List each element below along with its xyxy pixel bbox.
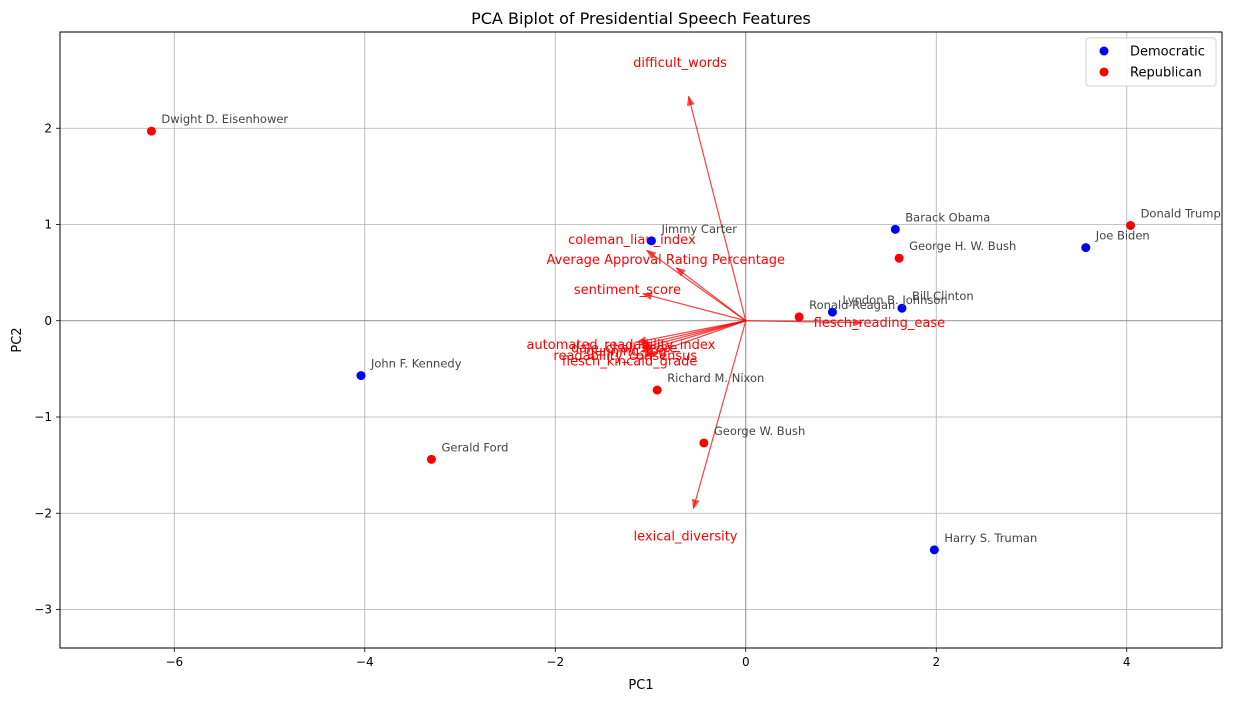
point-labels: Jimmy Carter Barack Obama Joe Biden Lyndon … [161,112,1220,545]
x-tick-label: 0 [742,655,750,669]
x-tick-label: −6 [165,655,183,669]
loading-arrow [643,320,746,358]
legend-box [1085,37,1217,87]
loading-label: flesch_reading_ease [814,316,945,331]
point-label: George W. Bush [714,424,805,438]
zero-lines [60,32,1222,648]
loading-arrow [686,95,747,321]
legend: Democratic Republican [1085,37,1217,87]
point-label: Barack Obama [905,210,990,224]
y-tick-label: 0 [44,314,52,328]
point-label: Ronald Reagan [809,298,895,312]
data-point [897,303,907,313]
data-point [426,454,436,464]
loading-label: difficult_words [633,56,727,71]
legend-entry: Democratic [1130,45,1205,60]
loading-label: dale_chall_score [571,341,677,356]
data-point [646,236,656,246]
point-label: George H. W. Bush [909,239,1016,253]
loading-arrow [645,249,747,322]
data-point [1081,243,1091,253]
loading-label: lexical_diversity [634,530,738,545]
loading-arrow [675,267,747,322]
x-tick-label: 4 [1123,655,1131,669]
x-tick-label: −2 [546,655,564,669]
point-label: Bill Clinton [912,289,974,303]
loading-arrow [640,320,746,353]
point-label: Lyndon B. Johnson [842,293,947,307]
y-tick-label: −1 [34,410,52,424]
y-tick-label: 2 [44,121,52,135]
loading-label: coleman_liau_index [568,233,696,248]
loading-label: sentiment_score [574,283,681,298]
loading-label: gunning_fog [586,345,666,360]
data-point [699,438,709,448]
x-tick-label: 2 [932,655,940,669]
loading-vectors: difficult_words coleman_liau_index Average… [526,56,945,545]
y-tick-label: −2 [34,506,52,520]
legend-marker [1099,46,1109,56]
chart-title: PCA Biplot of Presidential Speech Featur… [471,9,811,28]
y-axis-label: PC2 [10,327,25,352]
point-label: Gerald Ford [441,440,508,454]
point-label: Joe Biden [1095,229,1150,243]
x-tick-label: −4 [356,655,374,669]
data-point [1126,220,1136,230]
data-point [356,371,366,381]
data-point [890,224,900,234]
loading-label: flesch_kincaid_grade [562,355,698,370]
data-point [929,545,939,555]
loading-label: automated_readability_index [526,338,715,353]
data-point [827,307,837,317]
tick-labels: −6 −4 −2 0 2 4 −3 −2 −1 0 1 2 [34,121,1130,669]
legend-marker [1099,67,1109,77]
loading-arrow [641,292,746,322]
data-points [146,126,1136,555]
plot-frame [59,31,1223,649]
y-tick-label: 1 [44,218,52,232]
point-label: John F. Kennedy [370,357,462,371]
loading-arrow [745,318,863,327]
y-tick-label: −3 [34,603,52,617]
data-point [652,385,662,395]
point-label: Harry S. Truman [944,531,1037,545]
data-point [794,312,804,322]
point-label: Donald Trump [1141,206,1221,220]
point-label: Richard M. Nixon [667,371,764,385]
data-point [146,126,156,136]
x-axis-label: PC1 [628,678,653,693]
data-point [894,253,904,263]
point-label: Dwight D. Eisenhower [161,112,288,126]
loading-label: readability_consensus [553,349,697,364]
loading-arrow [691,320,747,510]
point-label: Jimmy Carter [660,222,737,236]
loading-label: Average Approval Rating Percentage [547,253,786,268]
legend-entry: Republican [1130,66,1202,81]
